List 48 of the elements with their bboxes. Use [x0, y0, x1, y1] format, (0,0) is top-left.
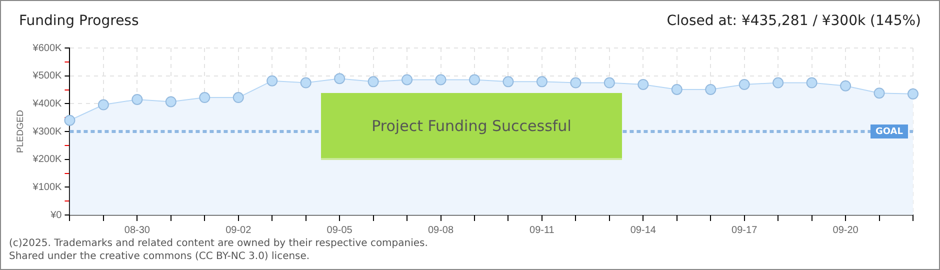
point	[402, 74, 413, 86]
y-tick-label: ¥600K	[32, 42, 62, 54]
text: (c)2025. Trademarks and related content are owned by their respective companies.	[9, 237, 428, 250]
y-tick-label: ¥400K	[32, 98, 62, 110]
point	[64, 114, 76, 126]
point	[334, 73, 346, 84]
y-axis-title: PLEDGED	[14, 109, 25, 154]
y-tick-label: ¥300K	[32, 126, 62, 138]
point	[536, 76, 548, 88]
x-tick-label: 09-08	[428, 224, 454, 236]
point	[908, 88, 918, 100]
point	[468, 74, 480, 86]
point	[671, 84, 682, 95]
y-tick-label: ¥200K	[32, 154, 62, 166]
x-tick-label: 09-05	[326, 224, 353, 236]
chart-title: Funding Progress	[19, 13, 139, 29]
chart-subtitle: Closed at: ¥435,281 / ¥300k (145%)	[666, 13, 921, 29]
point	[806, 77, 818, 88]
x-tick-label: 09-11	[530, 224, 555, 236]
point	[604, 77, 615, 88]
x-tick-label: 09-02	[226, 224, 252, 236]
point	[874, 88, 885, 99]
y-tick-label: ¥0	[50, 210, 62, 221]
ref-line-label: GOAL	[876, 126, 904, 137]
point	[165, 96, 176, 108]
y-tick-label: ¥500K	[32, 70, 62, 82]
point	[570, 77, 582, 88]
success-banner: Project Funding Successful	[321, 93, 622, 160]
point	[502, 76, 514, 88]
point	[435, 74, 446, 86]
point	[705, 84, 716, 95]
point	[266, 75, 278, 86]
x-tick-label: 09-17	[732, 224, 758, 236]
point	[738, 78, 750, 90]
point	[232, 92, 244, 104]
point	[368, 76, 379, 88]
point	[638, 78, 649, 90]
point	[840, 80, 852, 92]
point	[199, 92, 210, 104]
x-tick-label: 08-30	[124, 224, 150, 236]
x-tick-label: 09-20	[832, 224, 859, 236]
point	[98, 99, 109, 110]
point	[772, 77, 784, 88]
point	[132, 94, 143, 105]
x-tick-label: 09-14	[630, 224, 656, 236]
y-tick-label: ¥100K	[32, 182, 62, 193]
point	[300, 77, 312, 88]
text: Shared under the creative commons (CC BY-NC 3.0) license.	[9, 250, 311, 263]
